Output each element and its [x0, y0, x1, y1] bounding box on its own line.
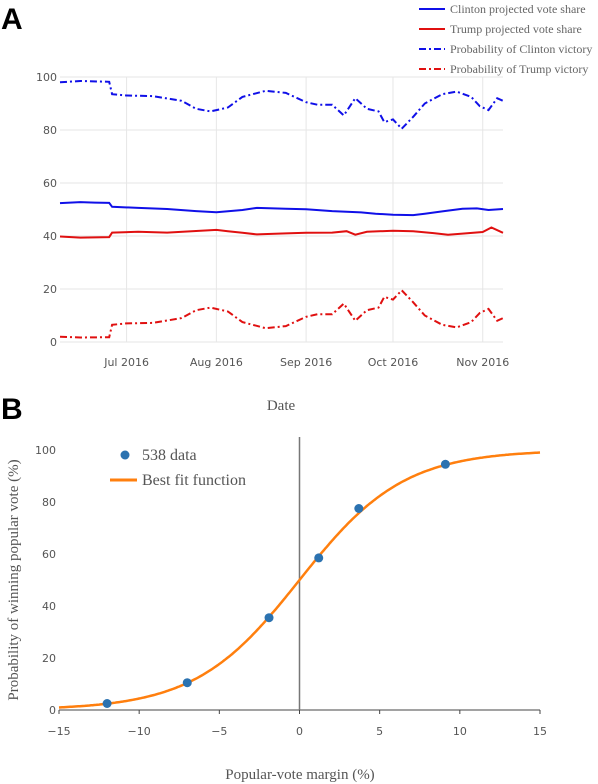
panel-b-y-axis-title: Probability of winning popular vote (%): [6, 459, 22, 700]
data-point-538[interactable]: [102, 699, 112, 708]
panel-b-x-tick-label: −15: [47, 725, 70, 738]
panel-b-y-tick-label: 20: [42, 652, 56, 665]
panel-b-y-tick-label: 60: [42, 548, 56, 561]
panel-b-x-tick-label: −5: [211, 725, 227, 738]
panel-a-y-tick-label: 0: [50, 336, 57, 349]
panel-b-y-tick-label: 100: [35, 444, 56, 457]
panel-b-y-tick-label: 0: [49, 704, 56, 717]
panel-a-x-ticks: Jul 2016 Aug 2016 Sep 2016 Oct 2016 Nov 2016: [103, 356, 509, 369]
panel-b-x-tick-label: 0: [296, 725, 303, 738]
panel-b-y-tick-label: 40: [42, 600, 56, 613]
panel-b-x-tick-label: 10: [453, 725, 467, 738]
data-point-538[interactable]: [440, 459, 450, 469]
panel-a-letter: A: [1, 3, 23, 36]
panel-a-x-tick-label: Sep 2016: [280, 356, 332, 369]
panel-a-x-tick-label: Aug 2016: [190, 356, 243, 369]
panel-b-x-tick-label: 15: [533, 725, 547, 738]
panel-a-legend[interactable]: Clinton projected vote share Trump projec…: [416, 2, 598, 76]
panel-a-y-tick-label: 60: [43, 177, 57, 190]
data-point-538[interactable]: [264, 613, 274, 623]
panel-a-chart: 0 20 40 60 80 100 Jul 2016 Aug 2016 Sep 2016 Oct…: [36, 2, 598, 414]
legend-label-538-data: 538 data: [142, 447, 197, 464]
series-line-probability-of-trump-victory[interactable]: [59, 288, 504, 339]
panel-b-letter: B: [1, 393, 23, 426]
panel-a-y-tick-label: 20: [43, 283, 57, 296]
panel-a-y-ticks: 0 20 40 60 80 100: [36, 71, 57, 349]
panel-a-y-tick-label: 100: [36, 71, 57, 84]
data-point-538[interactable]: [182, 678, 192, 688]
legend-label-trump-projected-vote-share: Trump projected vote share: [450, 22, 582, 36]
legend-label-best-fit: Best fit function: [142, 472, 246, 489]
data-point-538[interactable]: [354, 504, 364, 513]
panel-b-legend[interactable]: 538 data Best fit function: [110, 447, 246, 489]
panel-b-x-tick-label: 5: [376, 725, 383, 738]
panel-a-legend-box: [416, 2, 598, 76]
panel-b-chart: 0 20 40 60 80 100 −15 −10 −5 0 5 10 15 Popular-vote…: [6, 437, 547, 783]
legend-label-probability-of-trump-victory: Probability of Trump victory: [450, 62, 588, 76]
legend-swatch-538-data: [120, 450, 130, 460]
panel-b-y-tick-label: 80: [42, 496, 56, 509]
series-line-clinton-projected-vote-share[interactable]: [59, 201, 504, 217]
data-point-538[interactable]: [314, 553, 324, 563]
legend-label-probability-of-clinton-victory: Probability of Clinton victory: [450, 42, 592, 56]
panel-a-x-tick-label: Jul 2016: [103, 356, 149, 369]
panel-a-y-tick-label: 40: [43, 230, 57, 243]
legend-label-clinton-projected-vote-share: Clinton projected vote share: [450, 2, 586, 16]
best-fit-curve[interactable]: [58, 451, 541, 709]
panel-a-x-tick-label: Nov 2016: [456, 356, 509, 369]
series-line-probability-of-clinton-victory[interactable]: [59, 79, 504, 131]
panel-a-y-tick-label: 80: [43, 124, 57, 137]
panel-b-series: [58, 451, 541, 709]
panel-b-x-ticks: −15 −10 −5 0 5 10 15: [47, 710, 547, 738]
series-line-trump-projected-vote-share[interactable]: [59, 226, 504, 239]
panel-b-x-axis-title: Popular-vote margin (%): [225, 767, 374, 783]
panel-a-x-tick-label: Oct 2016: [368, 356, 419, 369]
panel-a-series: [59, 79, 504, 339]
panel-a-x-axis-title: Date: [267, 398, 296, 414]
panel-a-gridlines: [60, 76, 503, 343]
panel-b-x-tick-label: −10: [128, 725, 151, 738]
panel-b-axes: [59, 437, 540, 711]
panel-b-y-ticks: 0 20 40 60 80 100: [35, 444, 56, 717]
